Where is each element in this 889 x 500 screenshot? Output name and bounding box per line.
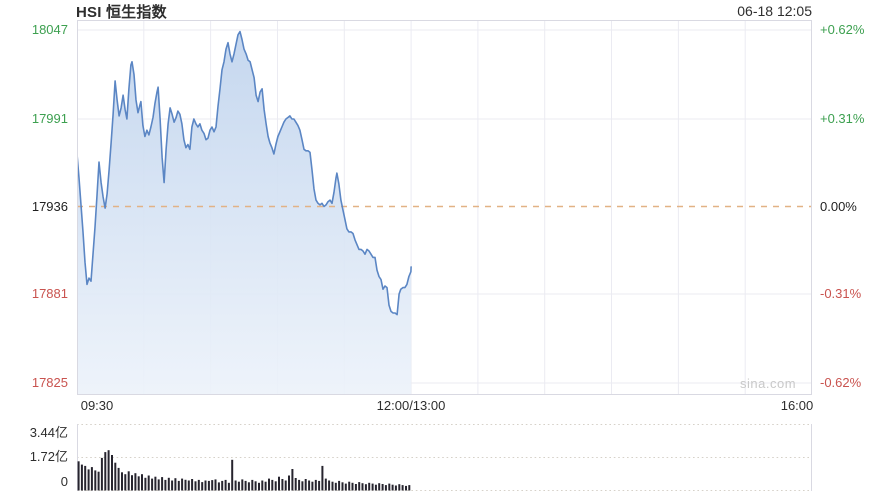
price-label-prev-close: 17936 <box>31 199 68 214</box>
volume-chart-svg <box>77 424 812 491</box>
volume-label-max: 3.44亿 <box>29 425 68 440</box>
time-label-midday: 12:00/13:00 <box>376 398 446 413</box>
price-label-low: 17825 <box>31 375 68 390</box>
volume-label-zero: 0 <box>60 474 68 489</box>
chart-datetime: 06-18 12:05 <box>737 3 812 19</box>
price-chart-svg <box>76 20 812 395</box>
pct-label-up-mid: +0.31% <box>820 111 865 126</box>
volume-panel <box>77 424 812 492</box>
pct-label-high: +0.62% <box>820 22 865 37</box>
pct-label-down-mid: -0.31% <box>820 286 862 301</box>
pct-label-low: -0.62% <box>820 375 862 390</box>
time-label-open: 09:30 <box>80 398 114 413</box>
price-label-up-mid: 17991 <box>31 111 68 126</box>
volume-label-mid: 1.72亿 <box>29 449 68 464</box>
time-label-close: 16:00 <box>780 398 814 413</box>
price-plot-area <box>76 20 812 395</box>
price-label-down-mid: 17881 <box>31 286 68 301</box>
chart-title: HSI 恒生指数 <box>76 4 167 21</box>
price-label-high: 18047 <box>31 22 68 37</box>
sina-watermark: sina.com <box>740 376 797 391</box>
pct-label-zero: 0.00% <box>820 199 857 214</box>
